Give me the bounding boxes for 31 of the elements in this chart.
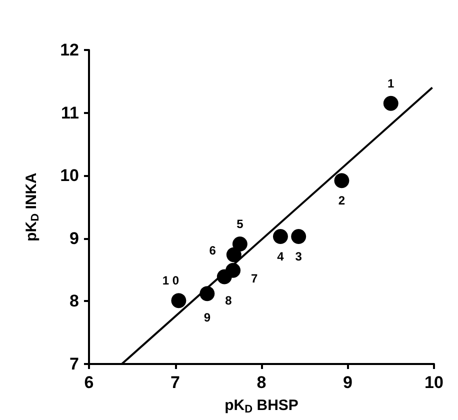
annotation: 3 <box>295 250 302 264</box>
annotation: 6 <box>209 244 216 258</box>
annotation: 8 <box>225 294 232 308</box>
x-tick-label: 6 <box>84 373 94 392</box>
point <box>216 269 232 284</box>
annotation: 7 <box>251 271 258 286</box>
y-tick-label: 9 <box>70 228 79 248</box>
point <box>383 96 398 111</box>
x-tick-label: 10 <box>424 373 444 392</box>
point <box>334 173 350 188</box>
y-tick-label: 7 <box>70 354 79 374</box>
annotation: 4 <box>277 250 284 264</box>
x-tick-label: 9 <box>343 373 352 392</box>
annotation: 2 <box>338 194 346 208</box>
point <box>232 236 248 252</box>
annotation: 1 0 <box>162 274 180 288</box>
annotation: 1 <box>388 76 395 90</box>
point <box>272 229 288 244</box>
y-tick-label: 11 <box>61 103 79 122</box>
x-tick-label: 8 <box>256 373 266 392</box>
annotation: 9 <box>204 310 211 325</box>
point <box>291 229 306 244</box>
y-tick-label: 8 <box>70 292 79 311</box>
point <box>226 247 242 262</box>
annotation: 5 <box>236 217 244 232</box>
y-axis-title: pKD INKA <box>23 172 42 242</box>
x-tick-label: 7 <box>170 373 180 392</box>
y-tick-label: 10 <box>60 166 79 186</box>
y-tick-label: 12 <box>60 40 79 60</box>
point <box>200 286 215 302</box>
point <box>171 293 186 308</box>
